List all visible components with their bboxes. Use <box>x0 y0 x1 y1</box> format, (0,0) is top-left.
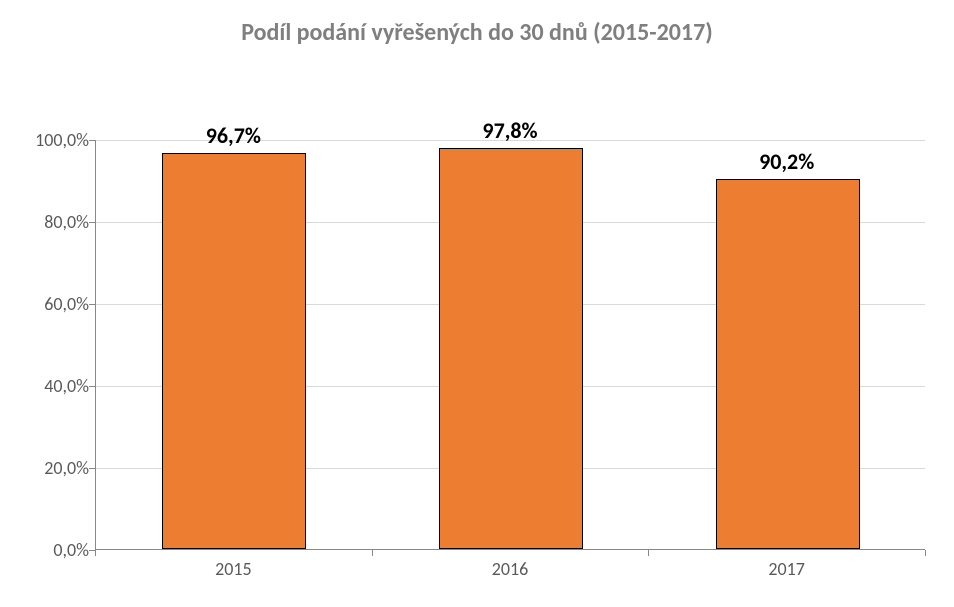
x-tick-mark <box>372 550 373 556</box>
x-tick-mark <box>925 550 926 556</box>
bar <box>162 153 306 549</box>
x-tick-label: 2016 <box>492 558 529 580</box>
bar <box>439 148 583 549</box>
bar-value-label: 97,8% <box>482 117 537 144</box>
bar-value-label: 96,7% <box>206 122 261 149</box>
y-tick-label: 100,0% <box>9 129 89 151</box>
y-tick-label: 20,0% <box>9 457 89 479</box>
chart-container: Podíl podání vyřešených do 30 dnů (2015-… <box>0 0 954 607</box>
x-tick-mark <box>648 550 649 556</box>
y-tick-mark <box>89 304 95 305</box>
y-tick-mark <box>89 140 95 141</box>
y-tick-label: 40,0% <box>9 375 89 397</box>
bar <box>716 179 860 549</box>
y-tick-mark <box>89 468 95 469</box>
y-tick-mark <box>89 386 95 387</box>
y-tick-mark <box>89 222 95 223</box>
x-tick-label: 2015 <box>215 558 252 580</box>
chart-title: Podíl podání vyřešených do 30 dnů (2015-… <box>0 18 954 47</box>
x-tick-label: 2017 <box>768 558 805 580</box>
bar-value-label: 90,2% <box>759 148 814 175</box>
x-tick-mark <box>95 550 96 556</box>
plot-area <box>95 140 925 550</box>
y-tick-label: 60,0% <box>9 293 89 315</box>
y-tick-label: 80,0% <box>9 211 89 233</box>
y-tick-label: 0,0% <box>9 539 89 561</box>
